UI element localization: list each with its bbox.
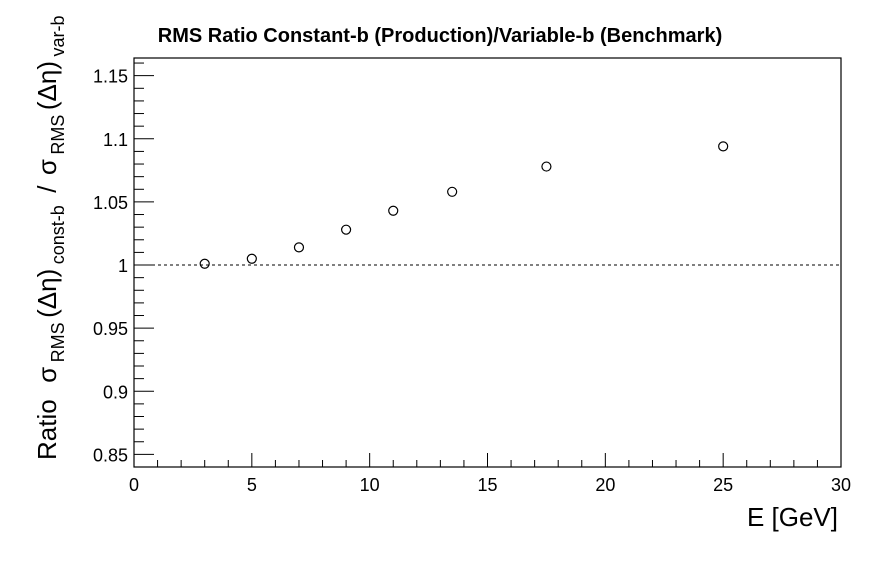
y-axis-label-rms-2: RMS <box>48 115 68 155</box>
plot-frame <box>133 57 842 468</box>
x-axis-ticks: 0 5 10 15 20 25 30 <box>129 453 851 495</box>
y-tick-label: 1.1 <box>103 130 128 150</box>
x-tick-label: 20 <box>595 475 615 495</box>
data-point <box>341 224 352 235</box>
y-tick-label: 1.15 <box>93 67 128 87</box>
x-tick-label: 25 <box>713 475 733 495</box>
data-point <box>293 242 305 253</box>
x-tick-label: 10 <box>360 475 380 495</box>
y-tick-label: 0.85 <box>93 445 128 465</box>
data-point <box>388 205 399 216</box>
data-point <box>541 161 552 172</box>
y-tick-label: 0.9 <box>103 382 128 402</box>
y-axis-label-rms-1: RMS <box>48 322 68 362</box>
data-points <box>199 141 729 269</box>
x-axis-label: E [GeV] <box>747 502 838 532</box>
y-tick-label: 1 <box>118 256 128 276</box>
y-axis-label: Ratio σ RMS (Δη) const-b / σ RMS (Δη) va… <box>32 16 68 460</box>
y-axis-label-const-sub: const-b <box>48 205 68 264</box>
y-axis-label-slash: / <box>32 185 62 193</box>
x-tick-label: 5 <box>247 475 257 495</box>
x-tick-label: 30 <box>831 475 851 495</box>
y-axis-label-sigma-2: σ <box>32 159 62 175</box>
y-tick-label: 1.05 <box>93 193 128 213</box>
data-point <box>718 141 729 152</box>
y-axis-label-sigma-1: σ <box>32 367 62 383</box>
x-tick-label: 15 <box>477 475 497 495</box>
y-axis-label-prefix: Ratio <box>32 399 62 460</box>
y-axis-label-var-sub: var-b <box>48 16 68 57</box>
y-axis-ticks: 0.85 0.9 0.95 1 1.05 1.1 1.15 <box>93 62 154 468</box>
x-tick-label: 0 <box>129 475 139 495</box>
data-point <box>447 186 458 197</box>
data-point <box>246 253 257 264</box>
y-axis-label-delta-eta-2: (Δη) <box>32 61 62 110</box>
chart-title: RMS Ratio Constant-b (Production)/Variab… <box>158 25 722 47</box>
y-tick-label: 0.95 <box>93 319 128 339</box>
data-point <box>199 258 210 269</box>
y-axis-label-delta-eta-1: (Δη) <box>32 269 62 318</box>
